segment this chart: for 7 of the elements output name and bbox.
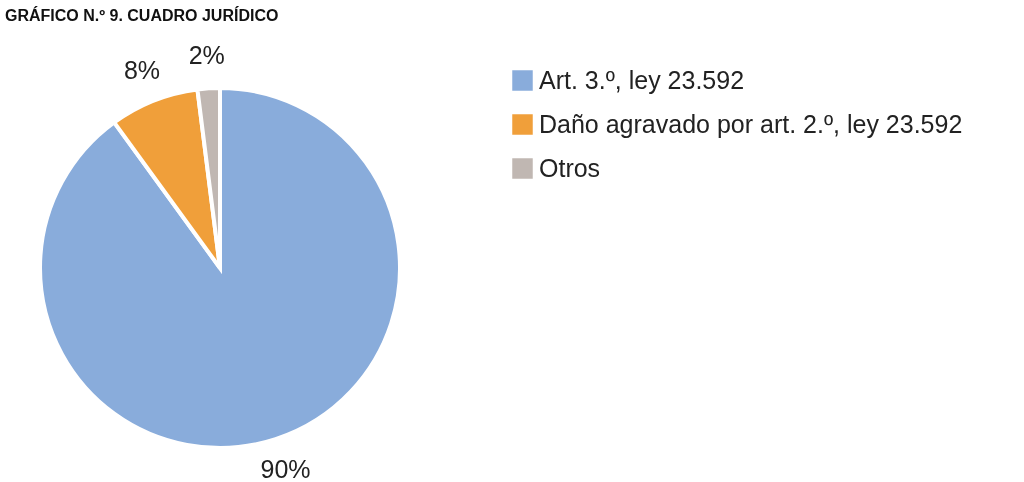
data-label: 8%	[123, 55, 161, 84]
legend-label: Daño agravado por art. 2.º, ley 23.592	[539, 109, 963, 138]
chart-title: GRÁFICO N.º 9. CUADRO JURÍDICO	[5, 6, 279, 25]
data-label: 90%	[260, 454, 311, 482]
data-label: 2%	[188, 41, 225, 70]
legend-label: Art. 3.º, ley 23.592	[539, 65, 745, 94]
legend-label: Otros	[539, 153, 601, 182]
